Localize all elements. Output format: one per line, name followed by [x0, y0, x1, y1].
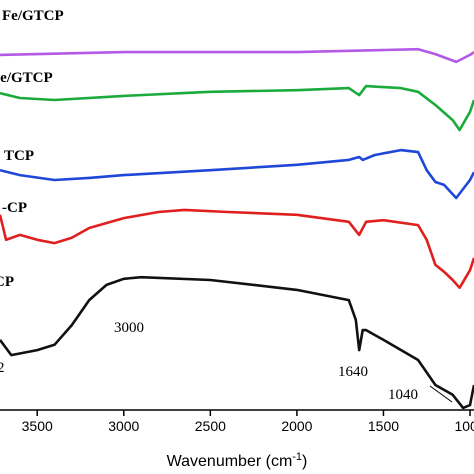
x-tick-label: 3500 — [22, 418, 53, 434]
x-label-suffix: ) — [302, 453, 307, 470]
spectrum-line — [0, 84, 474, 132]
series-label: Fe/GTCP — [2, 8, 64, 24]
series-label: CP — [0, 274, 14, 290]
annotation: 1640 — [338, 364, 368, 380]
x-tick-label: 1500 — [368, 418, 399, 434]
spectrum-line — [0, 148, 474, 200]
annotation: 3000 — [114, 320, 144, 336]
x-label-sup: -1 — [292, 451, 302, 463]
spectrum-line — [0, 208, 474, 290]
spectrum-line — [0, 47, 474, 64]
series-label: TCP — [4, 148, 34, 164]
series-label: Fe/GTCP — [0, 70, 53, 86]
annotation-leader — [429, 385, 453, 403]
spectrum-line — [0, 275, 474, 410]
x-tick-label: 1000 — [454, 418, 474, 434]
x-label-text: Wavenumber (cm — [167, 453, 293, 470]
series-label: -CP — [2, 200, 27, 216]
x-tick-label: 2000 — [281, 418, 312, 434]
annotation: 1040 — [388, 387, 418, 403]
x-tick-label: 2500 — [195, 418, 226, 434]
x-tick-label: 3000 — [108, 418, 139, 434]
annotation: 2 — [0, 360, 5, 376]
x-axis-label: Wavenumber (cm-1) — [167, 451, 308, 470]
